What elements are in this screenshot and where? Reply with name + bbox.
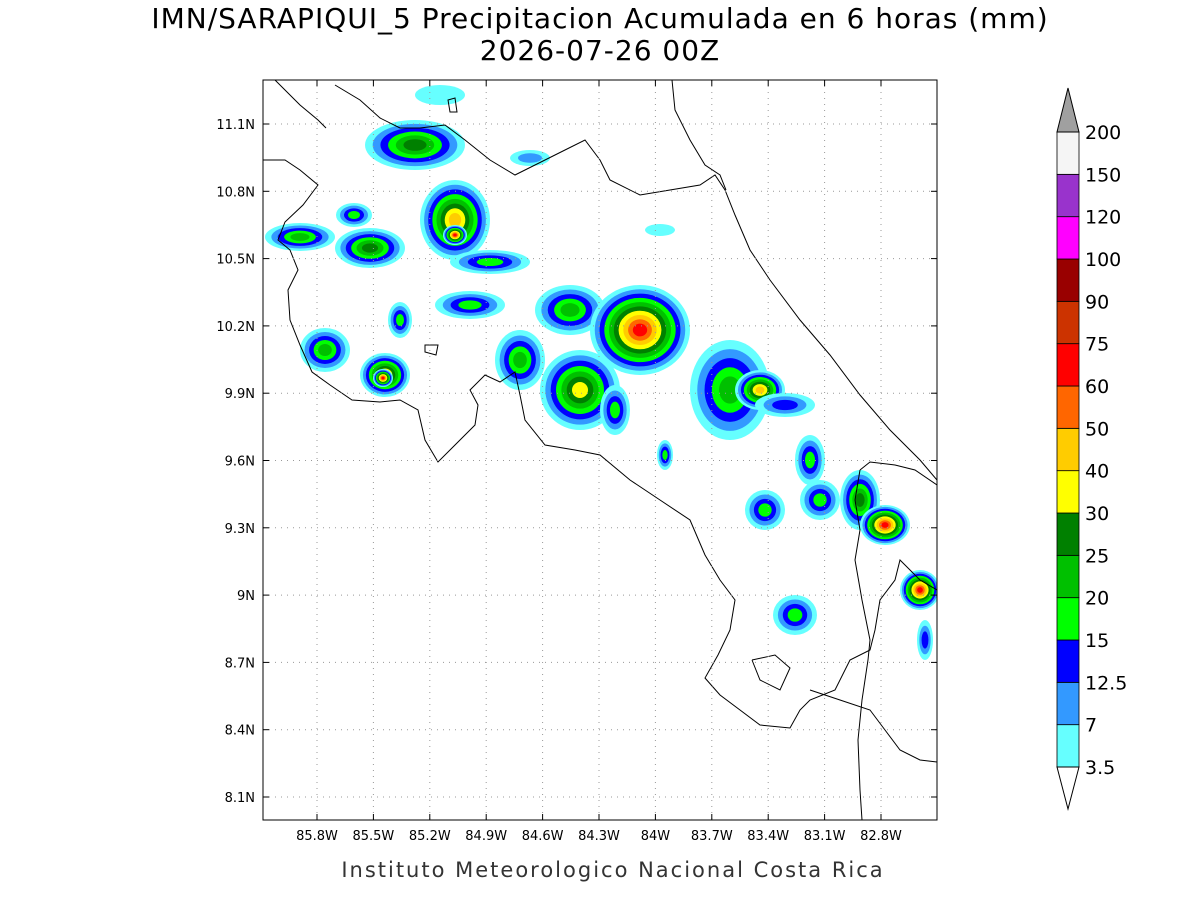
precip-contour	[645, 224, 675, 236]
lat-label: 10.5N	[216, 253, 255, 268]
lat-label: 10.2N	[216, 320, 255, 335]
precip-contour	[348, 211, 360, 219]
lat-label: 9.9N	[225, 387, 255, 402]
lon-label: 82.8W	[860, 829, 902, 844]
lat-label: 9N	[237, 589, 255, 604]
precip-contour	[662, 450, 668, 460]
coastlines	[263, 80, 937, 820]
colorbar-label: 25	[1085, 545, 1109, 567]
precip-contour	[381, 376, 385, 380]
border	[854, 461, 937, 820]
lon-label: 85.2W	[409, 829, 451, 844]
colorbar-label: 15	[1085, 630, 1109, 652]
colorbar-box	[1056, 385, 1080, 429]
precip-contour	[396, 314, 404, 326]
lon-label: 85.5W	[352, 829, 394, 844]
lat-label: 9.3N	[225, 522, 255, 537]
lon-label: 84.6W	[522, 829, 564, 844]
precip-contour	[881, 522, 889, 528]
precip-contour	[518, 153, 542, 163]
lon-label: 83.1W	[804, 829, 846, 844]
lon-label: 83.4W	[747, 829, 789, 844]
precip-contour	[318, 344, 332, 356]
colorbar-label: 120	[1085, 207, 1121, 229]
colorbar-box	[1056, 173, 1080, 218]
precip-contour	[560, 303, 580, 317]
lat-label: 8.1N	[225, 791, 255, 806]
lat-label: 8.4N	[225, 724, 255, 739]
precip-contour	[513, 351, 527, 369]
colorbar-box	[1056, 597, 1080, 641]
precip-contour	[632, 323, 648, 337]
precip-contour	[290, 233, 310, 241]
precipitation-field	[265, 85, 937, 660]
colorbar-label: 7	[1085, 715, 1097, 737]
coastline	[274, 80, 937, 481]
lon-label: 84.3W	[578, 829, 620, 844]
coastline	[424, 80, 727, 356]
colorbar-box	[1056, 639, 1080, 683]
colorbar-box	[1056, 681, 1080, 726]
precip-contour	[458, 300, 482, 310]
colorbar-box	[1056, 724, 1080, 768]
lon-label: 83.7W	[691, 829, 733, 844]
precip-contour	[453, 233, 457, 237]
colorbar-label: 100	[1085, 249, 1121, 271]
colorbar-label: 40	[1085, 461, 1109, 483]
lon-label: 84.9W	[465, 829, 507, 844]
lat-label: 11.1N	[216, 118, 255, 133]
precip-contour	[361, 243, 379, 253]
footer: Instituto Meteorologico Nacional Costa R…	[341, 858, 884, 882]
subtitle: 2026-07-26 00Z	[480, 34, 720, 67]
precip-contour	[755, 386, 765, 394]
colorbar-label: 3.5	[1085, 757, 1115, 779]
coastline	[263, 159, 937, 729]
precip-contour	[917, 587, 923, 593]
colorbar-label: 75	[1085, 334, 1109, 356]
precip-contour	[448, 212, 462, 228]
precip-contour	[813, 493, 827, 507]
colorbar-box	[1056, 131, 1080, 175]
precip-contour	[610, 401, 620, 419]
colorbar-box	[1056, 470, 1080, 514]
precip-contour	[719, 376, 741, 404]
graticule: 11.1N 10.8N 10.5N 10.2N 9.9N 9.6N 9.3N 9N 8.7N 8.…	[216, 80, 937, 844]
colorbar-box	[1056, 512, 1080, 556]
colorbar-label: 60	[1085, 376, 1109, 398]
precip-contour	[476, 258, 504, 266]
lon-label: 85.8W	[296, 829, 338, 844]
colorbar-box	[1056, 427, 1080, 472]
precip-contour	[772, 399, 798, 411]
colorbar-box	[1056, 300, 1080, 345]
precip-contour	[855, 493, 865, 507]
precip-contour	[787, 608, 803, 622]
precip-contour	[921, 631, 929, 649]
colorbar-box	[1056, 554, 1080, 599]
colorbar-box	[1056, 216, 1080, 260]
colorbar-label: 30	[1085, 503, 1109, 525]
colorbar-label: 200	[1085, 122, 1121, 144]
colorbar-label: 150	[1085, 164, 1121, 186]
lon-label: 84W	[641, 829, 671, 844]
precip-contour	[403, 139, 427, 151]
lat-label: 9.6N	[225, 455, 255, 470]
colorbar-box	[1056, 258, 1080, 302]
coastline	[751, 654, 937, 763]
plot-frame	[262, 79, 938, 821]
colorbar-over	[1056, 87, 1080, 133]
lat-label: 8.7N	[225, 656, 255, 671]
colorbar-label: 90	[1085, 291, 1109, 313]
colorbar-box	[1056, 343, 1080, 387]
colorbar-under	[1056, 766, 1080, 811]
precip-contour	[572, 382, 588, 398]
precip-contour	[758, 503, 772, 517]
lat-label: 10.8N	[216, 185, 255, 200]
precip-contour	[415, 85, 465, 105]
colorbar-label: 50	[1085, 418, 1109, 440]
colorbar-label: 12.5	[1085, 672, 1127, 694]
title: IMN/SARAPIQUI_5 Precipitacion Acumulada …	[151, 2, 1048, 35]
colorbar: 3.5 7 12.5 15 20 25 30 40 50 60 75 90 100 120 150 200	[1056, 87, 1127, 811]
colorbar-label: 20	[1085, 588, 1109, 610]
